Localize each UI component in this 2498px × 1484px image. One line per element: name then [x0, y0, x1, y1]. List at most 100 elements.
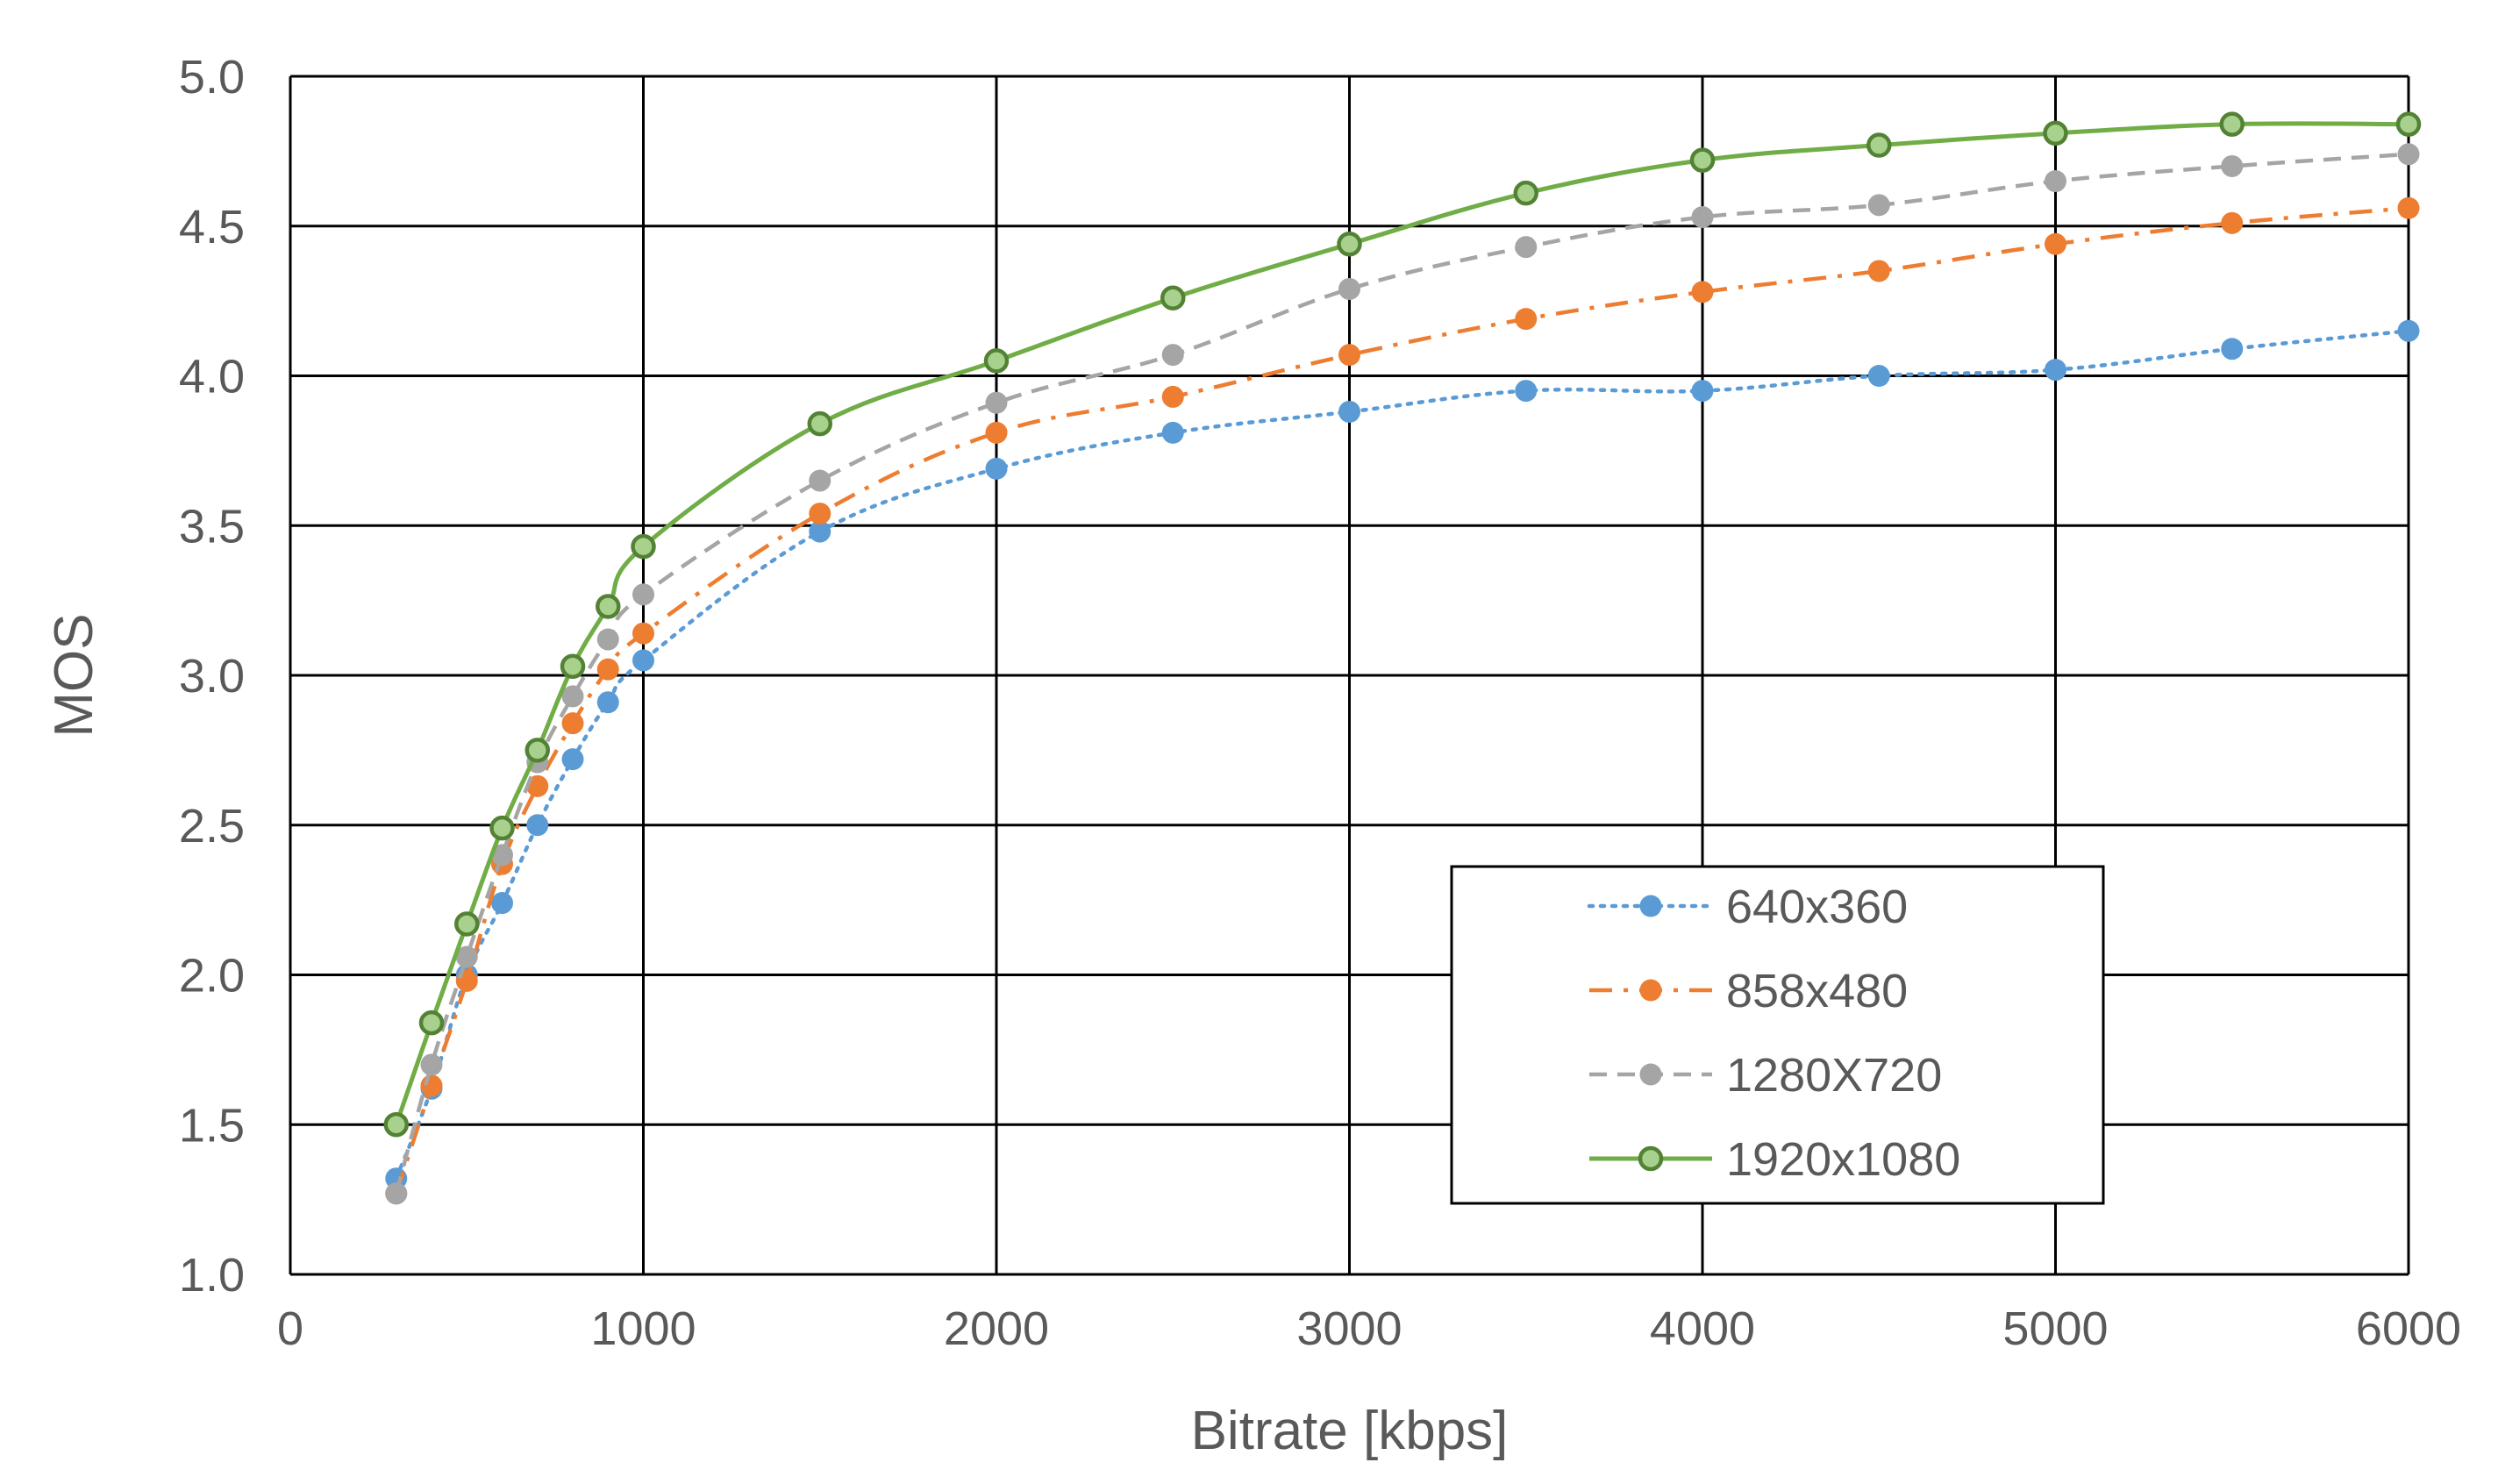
data-point: [1160, 285, 1186, 310]
legend-box: [1450, 865, 2105, 1205]
series-line-640x360: [394, 329, 2411, 1181]
data-point: [2045, 359, 2066, 382]
data-point: [418, 1010, 445, 1036]
data-point: [561, 685, 584, 708]
y-axis-title: MOS: [44, 613, 104, 737]
data-point: [454, 911, 480, 937]
x-tick-label: 1000: [590, 1302, 696, 1355]
data-point: [560, 653, 586, 680]
data-point: [385, 1182, 408, 1205]
data-point: [1515, 380, 1538, 403]
y-tick-label: 2.5: [179, 800, 245, 853]
data-point: [1515, 236, 1538, 259]
data-point: [1867, 194, 1890, 217]
legend-label: 640x360: [1726, 881, 1908, 933]
legend-item-640x360: 640x360: [1587, 881, 1908, 933]
series-line-858x480: [394, 206, 2409, 1195]
data-point: [526, 774, 549, 797]
data-point: [2043, 120, 2068, 146]
data-point: [1161, 344, 1184, 367]
legend-marker: [1639, 895, 1662, 917]
legend-item-1280X720: 1280X720: [1589, 1049, 1942, 1102]
x-axis-title: Bitrate [kbps]: [1191, 1401, 1509, 1461]
data-point: [809, 520, 831, 543]
data-point: [1691, 206, 1714, 229]
y-tick-label: 2.0: [179, 950, 245, 1002]
data-point: [809, 469, 831, 492]
series-640x360: [385, 319, 2420, 1190]
data-point: [420, 1074, 443, 1097]
tick-labels: 1.0 1.5 2.0 2.5 3.0 3.5 4.0 4.5 5.0 0 1000 2000 3000…: [179, 51, 2461, 1355]
data-point: [596, 691, 619, 714]
data-point: [809, 503, 831, 525]
data-point: [1867, 260, 1890, 282]
data-point: [561, 748, 584, 771]
legend-label: 1920x1080: [1726, 1133, 1960, 1186]
y-tick-label: 1.5: [179, 1099, 245, 1152]
legend-marker: [1638, 1145, 1664, 1172]
data-point: [1515, 308, 1538, 331]
data-point: [491, 844, 513, 867]
data-point: [1338, 400, 1360, 423]
data-point: [2395, 111, 2422, 137]
series-1280X720: [385, 143, 2420, 1205]
y-tick-label: 5.0: [179, 51, 245, 103]
legend-label: 1280X720: [1726, 1049, 1942, 1102]
data-point: [2397, 143, 2420, 166]
data-point: [420, 1053, 443, 1076]
data-point: [985, 391, 1008, 414]
data-point: [491, 892, 513, 915]
data-point: [985, 457, 1008, 480]
legend-item-1920x1080: 1920x1080: [1589, 1133, 1960, 1186]
y-tick-label: 4.0: [179, 351, 245, 403]
data-point: [596, 658, 619, 681]
data-point: [985, 421, 1008, 444]
data-point: [2397, 319, 2420, 342]
legend-label: 858x480: [1726, 965, 1908, 1017]
data-point: [489, 815, 515, 841]
y-tick-label: 3.0: [179, 650, 245, 703]
x-tick-label: 4000: [1650, 1302, 1755, 1355]
y-tick-label: 4.5: [179, 201, 245, 253]
data-point: [632, 583, 654, 606]
data-point: [631, 533, 656, 560]
data-point: [1338, 277, 1360, 300]
data-point: [2221, 338, 2244, 360]
data-point: [1161, 421, 1184, 444]
x-tick-label: 6000: [2356, 1302, 2461, 1355]
data-point: [1337, 231, 1362, 257]
data-point: [455, 969, 478, 992]
x-tick-label: 2000: [944, 1302, 1049, 1355]
y-tick-label: 1.0: [179, 1249, 245, 1302]
legend-item-858x480: 858x480: [1589, 965, 1908, 1017]
data-point: [2397, 196, 2420, 219]
data-point: [1338, 344, 1360, 367]
data-point: [2221, 154, 2244, 177]
data-point: [1867, 365, 1890, 387]
data-point: [596, 628, 619, 651]
series-1920x1080: [383, 111, 2422, 1138]
y-tick-label: 3.5: [179, 500, 245, 553]
data-point: [2219, 111, 2245, 137]
data-point: [525, 738, 550, 763]
data-point: [2221, 211, 2244, 234]
data-point: [1866, 132, 1892, 158]
x-tick-label: 3000: [1296, 1302, 1402, 1355]
data-point: [455, 945, 478, 968]
data-point: [383, 1112, 409, 1138]
data-point: [561, 712, 584, 735]
plot-series: [383, 111, 2422, 1205]
data-point: [1513, 180, 1538, 206]
legend-marker: [1639, 1063, 1662, 1086]
data-point: [632, 622, 654, 645]
legend-items: 640x360 858x480 1280X720 1920x1080: [1587, 881, 1960, 1186]
data-point: [2045, 232, 2066, 255]
legend-marker: [1639, 979, 1662, 1002]
series-858x480: [385, 196, 2420, 1205]
data-point: [526, 814, 549, 837]
data-point: [807, 410, 832, 437]
series-line-1280X720: [394, 152, 2409, 1195]
series-line-1920x1080: [394, 121, 2409, 1126]
